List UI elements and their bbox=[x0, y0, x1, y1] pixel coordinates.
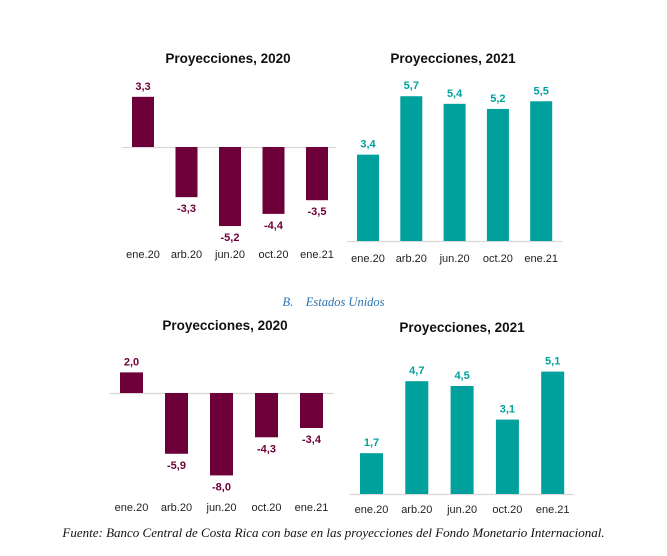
x-tick-label: arb.20 bbox=[401, 504, 432, 516]
x-tick-label: jun.20 bbox=[446, 504, 477, 516]
x-tick-label: oct.20 bbox=[252, 502, 282, 514]
x-tick-label: arb.20 bbox=[161, 502, 192, 514]
bar-ene.21 bbox=[541, 371, 565, 494]
x-tick-label: ene.21 bbox=[524, 253, 558, 265]
chart-top-2020: Proyecciones, 2020 3,3 ene.20 -3,3 arb.20 -5,… bbox=[122, 51, 336, 261]
data-label: 3,4 bbox=[360, 139, 376, 151]
bar-arb.20 bbox=[165, 393, 188, 454]
bar-oct.20 bbox=[262, 147, 285, 214]
chart-bottom-2020: Proyecciones, 2020 2,0 ene.20 -5,9 arb.20 -8,… bbox=[110, 318, 334, 514]
x-tick-label: ene.20 bbox=[351, 253, 385, 265]
section-heading: B. Estados Unidos bbox=[0, 295, 667, 310]
data-label: -5,2 bbox=[221, 232, 240, 244]
data-label: -3,3 bbox=[177, 203, 196, 215]
x-tick-label: oct.20 bbox=[492, 504, 522, 516]
chart-title: Proyecciones, 2021 bbox=[390, 51, 516, 66]
data-label: 5,5 bbox=[534, 85, 549, 97]
bar-ene.21 bbox=[306, 147, 328, 201]
data-label: -5,9 bbox=[167, 460, 186, 472]
bar-jun.20 bbox=[443, 103, 466, 241]
bar-ene.20 bbox=[357, 154, 379, 241]
bar-arb.20 bbox=[175, 147, 198, 198]
x-tick-label: ene.20 bbox=[126, 249, 160, 261]
bar-oct.20 bbox=[486, 108, 509, 241]
data-label: 5,2 bbox=[490, 93, 505, 105]
bar-ene.20 bbox=[132, 96, 154, 147]
x-tick-label: oct.20 bbox=[259, 249, 289, 261]
x-tick-label: oct.20 bbox=[483, 253, 513, 265]
data-label: 3,1 bbox=[500, 404, 515, 416]
chart-title: Proyecciones, 2020 bbox=[165, 51, 290, 66]
data-label: -4,3 bbox=[257, 443, 276, 455]
data-label: 4,5 bbox=[454, 370, 469, 382]
chart-title: Proyecciones, 2021 bbox=[399, 320, 525, 335]
data-label: -4,4 bbox=[264, 220, 284, 232]
data-label: 1,7 bbox=[364, 437, 379, 449]
data-label: -3,4 bbox=[302, 434, 322, 446]
bar-arb.20 bbox=[400, 96, 423, 241]
data-label: 4,7 bbox=[409, 365, 424, 377]
bar-oct.20 bbox=[255, 393, 278, 438]
section-title: Estados Unidos bbox=[305, 295, 385, 309]
bar-jun.20 bbox=[210, 393, 233, 476]
bar-jun.20 bbox=[450, 386, 474, 494]
bar-arb.20 bbox=[405, 381, 429, 494]
chart-top-2021: Proyecciones, 2021 3,4 ene.20 5,7 arb.20 5,4 j… bbox=[347, 51, 562, 265]
chart-bottom-2021: Proyecciones, 2021 1,7 ene.20 4,7 arb.20 4,5 j… bbox=[350, 320, 574, 516]
data-label: -3,5 bbox=[308, 206, 327, 218]
data-label: 5,7 bbox=[404, 80, 419, 92]
bar-ene.20 bbox=[120, 372, 143, 393]
x-tick-label: ene.21 bbox=[536, 504, 570, 516]
x-tick-label: ene.20 bbox=[115, 502, 149, 514]
chart-title: Proyecciones, 2020 bbox=[162, 318, 287, 333]
data-label: 5,1 bbox=[545, 356, 560, 368]
data-label: -8,0 bbox=[212, 481, 231, 493]
x-tick-label: ene.21 bbox=[295, 502, 329, 514]
x-tick-label: jun.20 bbox=[439, 253, 470, 265]
x-tick-label: arb.20 bbox=[396, 253, 427, 265]
bar-oct.20 bbox=[495, 419, 519, 494]
bar-ene.20 bbox=[360, 453, 383, 494]
bar-jun.20 bbox=[219, 147, 241, 227]
data-label: 5,4 bbox=[447, 88, 463, 100]
x-tick-label: arb.20 bbox=[171, 249, 202, 261]
x-tick-label: jun.20 bbox=[214, 249, 245, 261]
x-tick-label: ene.21 bbox=[300, 249, 334, 261]
bar-ene.21 bbox=[530, 101, 553, 241]
x-tick-label: ene.20 bbox=[355, 504, 389, 516]
data-label: 3,3 bbox=[135, 81, 150, 93]
source-note: Fuente: Banco Central de Costa Rica con … bbox=[62, 525, 605, 540]
x-tick-label: jun.20 bbox=[206, 502, 237, 514]
section-letter: B. bbox=[282, 295, 294, 309]
bar-ene.21 bbox=[300, 393, 323, 429]
data-label: 2,0 bbox=[124, 356, 139, 368]
